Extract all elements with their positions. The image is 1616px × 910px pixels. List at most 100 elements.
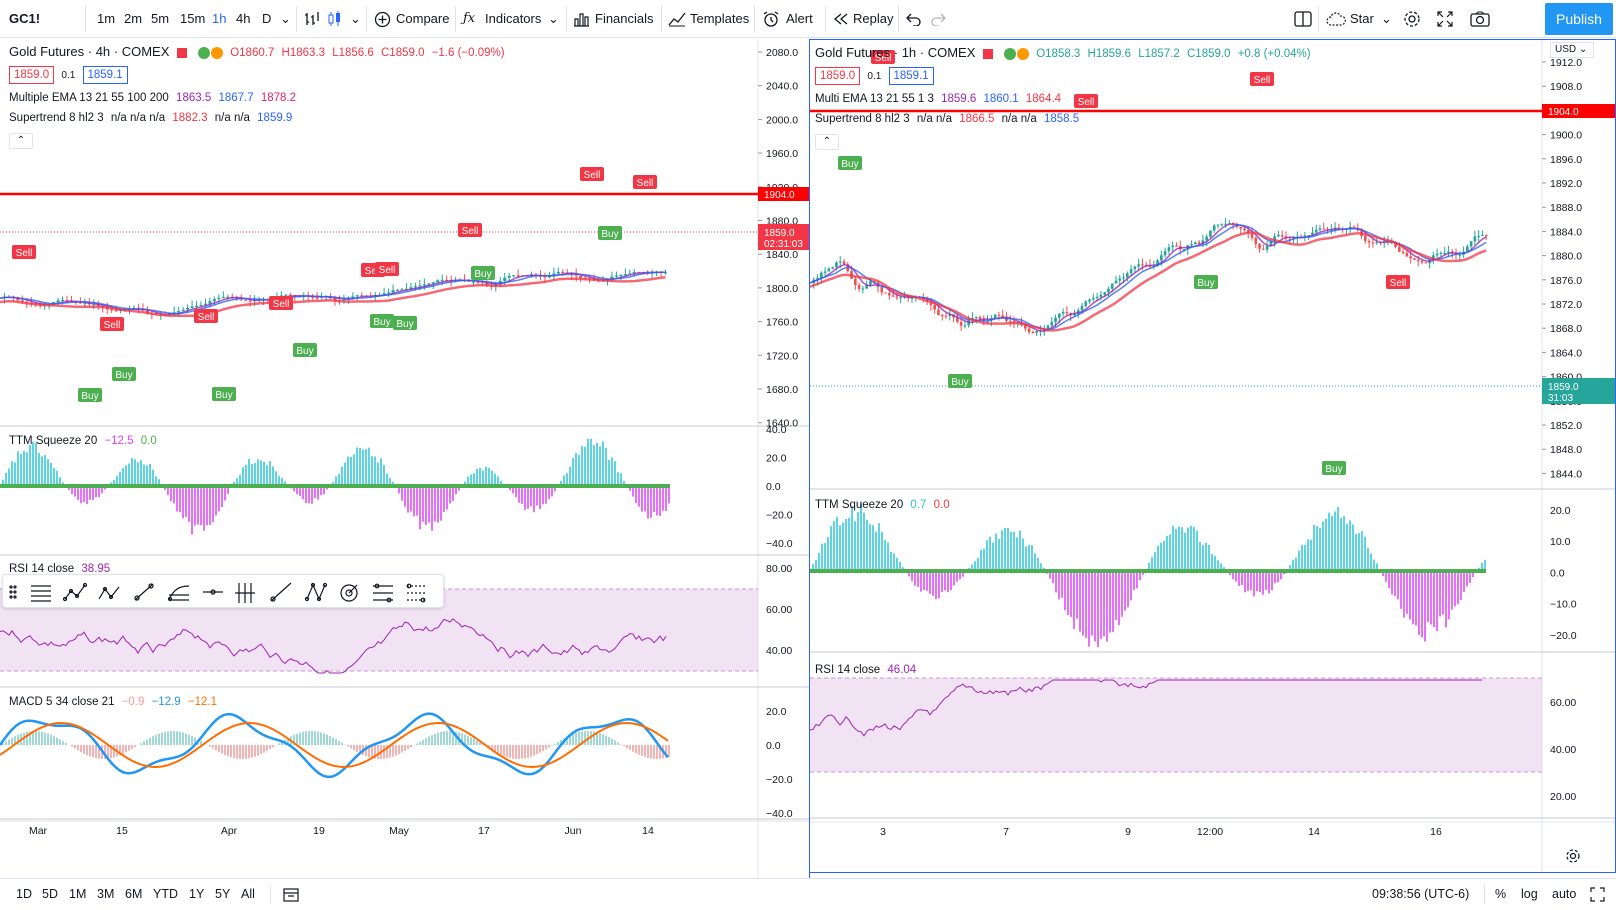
ask-button[interactable]: 1859.1	[888, 67, 934, 85]
pattern-icon[interactable]	[304, 582, 328, 602]
indicators-button[interactable]: Indicators	[485, 11, 542, 26]
legend-ema[interactable]: Multiple EMA 13 21 55 100 200 1863.5 186…	[9, 92, 300, 104]
fib-icon[interactable]	[167, 585, 190, 602]
range-6m[interactable]: 6M	[125, 887, 143, 901]
compare-button[interactable]: Compare	[396, 11, 450, 26]
currency-select[interactable]: USD ⌄	[1550, 42, 1594, 58]
drawing-toolbar	[2, 574, 444, 608]
star-layout-button[interactable]: Star	[1350, 11, 1374, 26]
flag-icon[interactable]	[176, 47, 187, 58]
price-axis-label: 2000.0	[766, 114, 798, 126]
candle-body	[221, 296, 225, 298]
chevron-down-icon[interactable]: ⌄	[1381, 11, 1392, 26]
alarm-clock-icon[interactable]	[762, 10, 780, 28]
candle-style-icon[interactable]	[326, 11, 342, 27]
ray-icon[interactable]	[270, 582, 292, 602]
chart-pane-right[interactable]: 1912.0 1908.0 1904.0 1900.0 1896.0 1892.0 1888…	[810, 39, 1616, 873]
range-1m[interactable]: 1M	[69, 887, 87, 901]
time-axis-label: 7	[1003, 826, 1009, 838]
abc-pattern-icon[interactable]	[98, 586, 120, 600]
flag-icon[interactable]	[982, 48, 993, 59]
layout-icon[interactable]	[1294, 11, 1312, 27]
chevron-down-icon[interactable]: ⌄	[350, 11, 361, 26]
clock[interactable]: 09:38:56 (UTC-6)	[1372, 887, 1470, 901]
interval-15m[interactable]: 15m	[180, 11, 206, 26]
legend-macd[interactable]: MACD 5 34 close 21 −0.9 −12.9 −12.1	[9, 696, 221, 708]
chevron-down-icon[interactable]: ⌄	[280, 11, 291, 26]
legend-ttm[interactable]: TTM Squeeze 20 −12.5 0.0	[9, 435, 161, 447]
price-axis-label: 1840.0	[766, 249, 798, 261]
rewind-icon[interactable]	[833, 12, 849, 26]
dotted-lines-icon[interactable]	[406, 583, 427, 603]
horizontal-lines-icon[interactable]	[31, 585, 51, 602]
gear-icon[interactable]	[1403, 10, 1421, 28]
drag-handle-icon[interactable]	[9, 585, 17, 599]
chart-title[interactable]: Gold Futures · 4h · COMEX	[9, 44, 170, 59]
expand-icon[interactable]	[1590, 887, 1605, 902]
log-toggle[interactable]: log	[1521, 887, 1538, 901]
camera-icon[interactable]	[1470, 11, 1490, 27]
alert-button[interactable]: Alert	[786, 11, 813, 26]
function-icon[interactable]: ƒx	[463, 11, 476, 26]
range-1d[interactable]: 1D	[16, 887, 32, 901]
range-all[interactable]: All	[241, 887, 255, 901]
range-5y[interactable]: 5Y	[215, 887, 231, 901]
legend-supertrend[interactable]: Supertrend 8 hl2 3 n/a n/a n/a 1882.3 n/…	[9, 112, 296, 124]
legend-supertrend[interactable]: Supertrend 8 hl2 3 n/a n/a 1866.5 n/a n/…	[815, 113, 1083, 125]
candle-body	[869, 281, 872, 285]
horizontal-line-icon[interactable]	[203, 589, 223, 595]
candle-body	[516, 275, 520, 277]
sliders-icon[interactable]	[373, 583, 393, 603]
legend-rsi[interactable]: RSI 14 close 46.04	[815, 664, 920, 676]
gear-icon[interactable]	[1565, 848, 1581, 864]
range-3m[interactable]: 3M	[97, 887, 115, 901]
ask-button[interactable]: 1859.1	[82, 66, 128, 84]
legend-rsi[interactable]: RSI 14 close 38.95	[9, 563, 114, 575]
interval-5m[interactable]: 5m	[151, 11, 170, 26]
range-1y[interactable]: 1Y	[189, 887, 205, 901]
interval-2m[interactable]: 2m	[124, 11, 143, 26]
interval-d[interactable]: D	[262, 11, 272, 26]
go-to-date-icon[interactable]	[283, 887, 299, 902]
bid-button[interactable]: 1859.0	[9, 66, 55, 84]
collapse-legend-button[interactable]: ⌃	[9, 133, 33, 149]
buy-signal: Buy	[1322, 461, 1346, 475]
candle-body	[1337, 227, 1341, 229]
candle-body	[194, 306, 199, 308]
bid-button[interactable]: 1859.0	[815, 67, 861, 85]
percent-toggle[interactable]: %	[1495, 887, 1507, 901]
wave-pattern-icon[interactable]	[62, 582, 88, 602]
collapse-legend-button[interactable]: ⌃	[815, 134, 839, 150]
publish-button[interactable]: Publish	[1545, 3, 1613, 35]
arc-icon[interactable]	[340, 584, 358, 602]
templates-button[interactable]: Templates	[690, 11, 750, 26]
interval-1h[interactable]: 1h	[212, 11, 227, 26]
range-5d[interactable]: 5D	[42, 887, 58, 901]
chart-pane-left[interactable]: 2080.02040.02000.01960.01920.01880.01840…	[0, 39, 810, 879]
bar-style-icon[interactable]	[304, 11, 320, 27]
replay-button[interactable]: Replay	[853, 11, 894, 26]
legend-ema[interactable]: Multi EMA 13 21 55 1 3 1859.6 1860.1 186…	[815, 93, 1065, 105]
interval-4h[interactable]: 4h	[236, 11, 251, 26]
undo-icon[interactable]	[906, 12, 922, 26]
candle-body	[1107, 288, 1110, 293]
chevron-down-icon[interactable]: ⌄	[548, 11, 559, 26]
templates-icon[interactable]	[668, 11, 686, 27]
plus-circle-icon[interactable]	[374, 11, 391, 28]
auto-toggle[interactable]: auto	[1552, 887, 1577, 901]
financials-icon[interactable]	[573, 11, 590, 27]
trend-line-icon[interactable]	[134, 583, 154, 601]
chart-canvas-right[interactable]: 1912.0 1908.0 1904.0 1900.0 1896.0 1892.0 1888…	[810, 40, 1616, 873]
chart-title[interactable]: Gold Futures · 1h · COMEX	[815, 45, 976, 60]
current-price-bg	[758, 224, 809, 250]
interval-1m[interactable]: 1m	[97, 11, 116, 26]
fullscreen-icon[interactable]	[1437, 11, 1453, 27]
chart-canvas-left[interactable]: 2080.02040.02000.01960.01920.01880.01840…	[0, 39, 810, 879]
legend-ttm[interactable]: TTM Squeeze 20 0.7 0.0	[815, 499, 954, 511]
cloud-icon[interactable]	[1326, 11, 1346, 27]
range-ytd[interactable]: YTD	[153, 887, 178, 901]
symbol-search[interactable]: GC1!	[9, 11, 41, 26]
financials-button[interactable]: Financials	[595, 11, 654, 26]
vertical-lines-icon[interactable]	[235, 583, 255, 603]
redo-icon[interactable]	[930, 12, 946, 26]
